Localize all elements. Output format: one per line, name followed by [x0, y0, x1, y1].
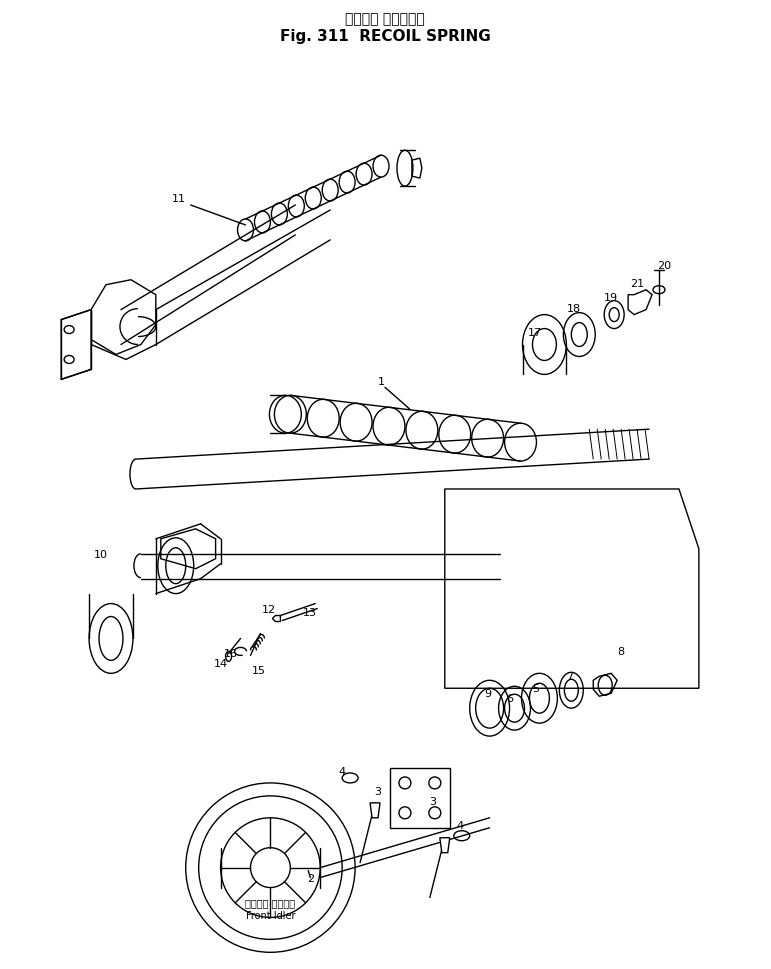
Text: 10: 10: [94, 549, 108, 559]
Polygon shape: [439, 838, 449, 853]
Text: 13: 13: [303, 607, 318, 617]
Text: 18: 18: [567, 303, 581, 313]
Text: 3: 3: [429, 796, 436, 806]
Text: 11: 11: [172, 194, 186, 203]
Text: 3: 3: [375, 786, 382, 797]
Text: フロント アイドラ: フロント アイドラ: [245, 897, 295, 908]
Text: Fig. 311  RECOIL SPRING: Fig. 311 RECOIL SPRING: [280, 29, 490, 44]
Polygon shape: [61, 310, 91, 380]
Text: 16: 16: [224, 648, 237, 659]
Text: 19: 19: [604, 293, 618, 302]
Text: 9: 9: [484, 689, 491, 699]
Text: 20: 20: [657, 261, 671, 270]
Text: リコイル スプリング: リコイル スプリング: [345, 13, 425, 27]
Polygon shape: [370, 803, 380, 818]
Text: 4: 4: [456, 820, 463, 829]
Text: 14: 14: [214, 659, 227, 669]
Text: 21: 21: [630, 278, 644, 289]
Text: 17: 17: [527, 328, 541, 337]
Text: 8: 8: [618, 646, 625, 657]
Text: 1: 1: [378, 377, 385, 387]
Text: 5: 5: [532, 683, 539, 694]
Text: 4: 4: [338, 766, 345, 776]
Polygon shape: [390, 768, 449, 828]
Text: 12: 12: [261, 604, 275, 614]
Text: 7: 7: [566, 672, 573, 681]
Text: Front Idler: Front Idler: [246, 911, 295, 921]
Text: 15: 15: [251, 666, 265, 675]
Text: 6: 6: [506, 694, 513, 703]
Text: 2: 2: [307, 873, 314, 883]
